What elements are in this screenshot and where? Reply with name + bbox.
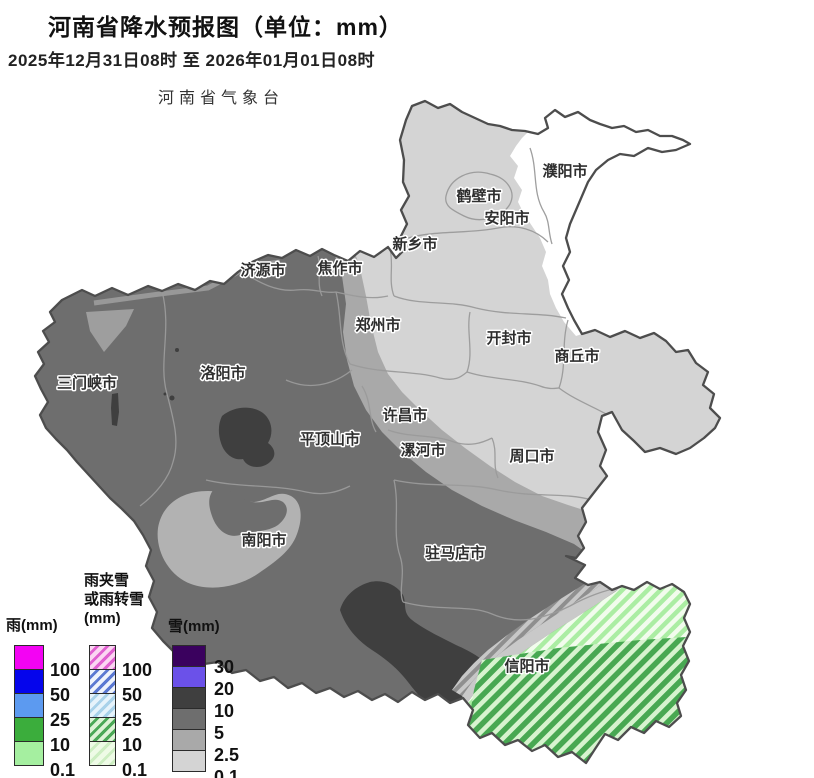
snow-swatch-20 (172, 666, 206, 688)
sleet-swatch-10 (89, 717, 116, 742)
city-labels: 濮阳市 鹤壁市 安阳市 新乡市 济源市 焦作市 郑州市 开封市 商丘市 三门峡市… (55, 161, 601, 677)
sleet-label-50: 50 (122, 685, 143, 705)
sleet-swatch-25 (89, 693, 116, 718)
legend-rain: 雨(mm) 100 50 25 10 0.1 (6, 616, 96, 778)
snow-swatch-10 (172, 687, 206, 709)
sleet-gray-hatch-band (452, 574, 612, 696)
snow-label-0-1: 0.1 (214, 767, 240, 778)
nanyang-crescent-inner (209, 488, 287, 536)
page-title: 河南省降水预报图（单位：mm） (48, 14, 403, 40)
province-outline (33, 99, 722, 765)
rain-label-50: 50 (50, 685, 71, 705)
rain-label-10: 10 (50, 735, 71, 755)
snow-swatch-30 (172, 645, 206, 667)
sleet-label-25: 25 (122, 710, 143, 730)
city-label-jiyuan: 济源市 (240, 261, 285, 279)
city-label-zhoukou: 周口市 (509, 447, 554, 465)
snow-label-20: 20 (214, 679, 235, 699)
city-label-zhumadian: 驻马店市 (425, 544, 485, 562)
legend-snow-title: 雪(mm) (168, 618, 220, 635)
snow-label-10: 10 (214, 701, 235, 721)
snow-label-30: 30 (214, 657, 235, 677)
rain-swatch-10 (14, 717, 44, 742)
snow-label-2-5: 2.5 (214, 745, 240, 765)
city-label-pingdingshan: 平顶山市 (300, 430, 360, 448)
north-border-light-strip (93, 259, 281, 306)
patches-snow-10 (111, 348, 497, 717)
nw-light-wedge (86, 309, 134, 352)
agency-name: 河南省气象台 (158, 90, 285, 107)
sleet-label-100: 100 (122, 660, 153, 680)
city-label-nanyang: 南阳市 (241, 531, 286, 549)
city-label-jiaozuo: 焦作市 (316, 259, 362, 277)
legend-sleet-title-line2: 或雨转雪 (84, 591, 145, 608)
city-label-hebi: 鹤壁市 (456, 187, 501, 205)
sleet-swatch-0-1 (89, 741, 116, 766)
sleet-swatch-50 (89, 669, 116, 694)
sliver-light-band (462, 580, 620, 703)
rain-swatch-100 (14, 645, 44, 670)
city-label-shangqiu: 商丘市 (554, 347, 599, 365)
xinyang-sleet-dark (468, 637, 689, 763)
snow-swatch-5 (172, 708, 206, 730)
city-label-xinyang: 信阳市 (504, 657, 549, 675)
city-label-zhengzhou: 郑州市 (355, 316, 400, 334)
legend-snow: 雪(mm) 30 20 10 5 2.5 0.1 (168, 617, 260, 778)
legend-sleet: 雨夹雪 或雨转雪 (mm) 100 50 25 10 0.1 (84, 571, 166, 778)
rain-label-0-1: 0.1 (50, 760, 76, 778)
forecast-period: 2025年12月31日08时 至 2026年01月01日08时 (8, 51, 376, 70)
city-label-luoyang: 洛阳市 (200, 364, 245, 382)
rain-swatch-0-1 (14, 741, 44, 766)
snow-swatch-0-1 (172, 750, 206, 772)
rain-label-100: 100 (50, 660, 81, 680)
city-label-luohe: 漯河市 (400, 441, 445, 459)
legend-sleet-title-line3: (mm) (84, 610, 121, 627)
city-label-xinxiang: 新乡市 (392, 235, 437, 253)
rain-label-25: 25 (50, 710, 71, 730)
city-label-anyang: 安阳市 (484, 209, 529, 227)
rain-swatch-50 (14, 669, 44, 694)
city-label-kaifeng: 开封市 (486, 329, 531, 347)
snow-swatch-2-5 (172, 729, 206, 751)
legend-sleet-title-line1: 雨夹雪 (84, 572, 130, 589)
zone-no-precip (510, 110, 690, 336)
city-label-xuchang: 许昌市 (382, 406, 427, 424)
sleet-label-10: 10 (122, 735, 143, 755)
city-boundaries (139, 147, 619, 621)
rain-swatch-25 (14, 693, 44, 718)
sleet-label-0-1: 0.1 (122, 760, 148, 778)
snow-label-5: 5 (214, 723, 225, 743)
city-label-sanmenxia: 三门峡市 (57, 374, 117, 392)
city-label-puyang: 濮阳市 (542, 162, 587, 180)
sleet-swatch-100 (89, 645, 116, 670)
legend-rain-title: 雨(mm) (6, 617, 58, 634)
